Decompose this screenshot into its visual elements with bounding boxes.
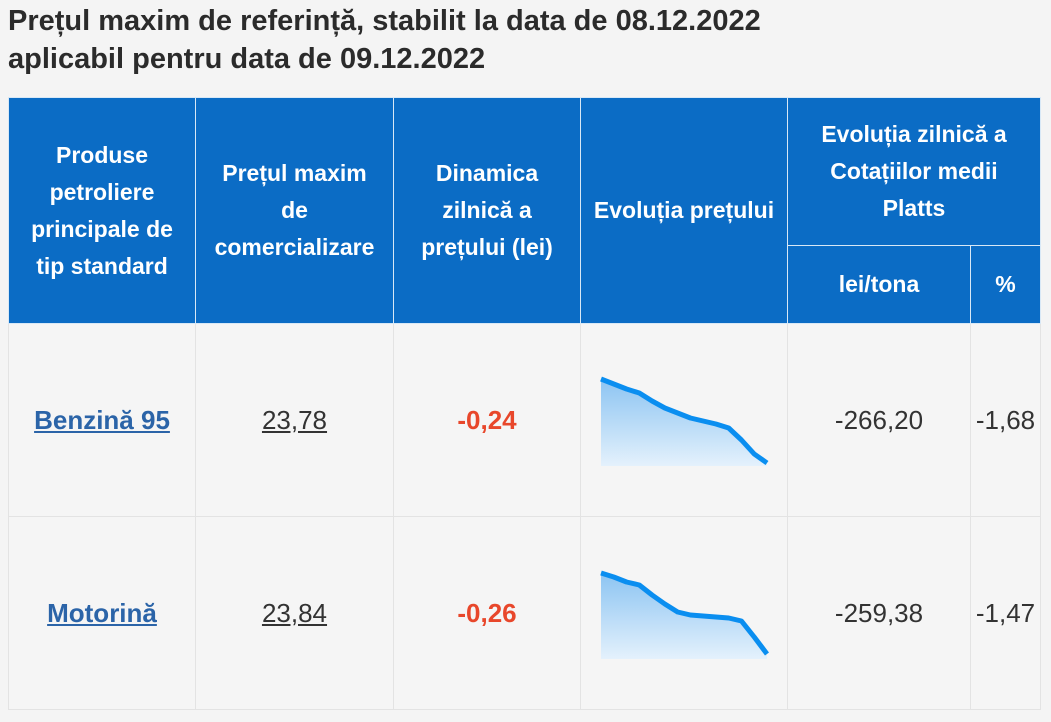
header-cell: Produse petroliere principale de tip sta…: [8, 97, 196, 324]
product-cell: Benzină 95: [8, 323, 196, 517]
platts-lei-cell: -259,38: [787, 516, 971, 710]
title-line: aplicabil pentru data de 09.12.2022: [8, 43, 486, 75]
sparkline: [600, 376, 769, 466]
header-cell: Evoluția zilnică a Cotațiilor medii Plat…: [787, 97, 1041, 246]
price-cell: 23,78: [195, 323, 394, 517]
platts-pct-cell: -1,47: [970, 516, 1041, 710]
dynamic-cell: -0,26: [393, 516, 581, 710]
price-table: Produse petroliere principale de tip sta…: [8, 97, 1041, 710]
title-line: Prețul maxim de referință, stabilit la d…: [8, 5, 761, 37]
table-row: Benzină 95 23,78 -0,24 -266,20 -1,68: [8, 323, 1041, 517]
table-body: Benzină 95 23,78 -0,24 -266,20 -1,68 Motorină…: [8, 323, 1041, 710]
trend-cell: [580, 323, 788, 517]
sparkline: [600, 570, 769, 659]
platts-pct-cell: -1,68: [970, 323, 1041, 517]
product-link[interactable]: Benzină 95: [34, 404, 170, 435]
title: Prețul maxim de referință, stabilit la d…: [8, 2, 761, 78]
header-cell: Dinamica zilnică a prețului (lei): [393, 97, 581, 324]
header-cell: %: [970, 245, 1041, 324]
sparkline-area: [601, 379, 767, 466]
platts-lei-cell: -266,20: [787, 323, 971, 517]
product-cell: Motorină: [8, 516, 196, 710]
product-link[interactable]: Motorină: [47, 597, 157, 628]
header-cell: Prețul maxim de comercializare: [195, 97, 394, 324]
price-cell: 23,84: [195, 516, 394, 710]
header-cell: Evoluția prețului: [580, 97, 788, 324]
header-cell: lei/tona: [787, 245, 971, 324]
sparkline-line: [600, 570, 769, 656]
sparkline-line: [600, 376, 769, 466]
price-link[interactable]: 23,84: [261, 597, 328, 628]
price-link[interactable]: 23,78: [261, 404, 328, 435]
trend-cell: [580, 516, 788, 710]
table-row: Motorină 23,84 -0,26 -259,38 -1,47: [8, 516, 1041, 710]
dynamic-cell: -0,24: [393, 323, 581, 517]
